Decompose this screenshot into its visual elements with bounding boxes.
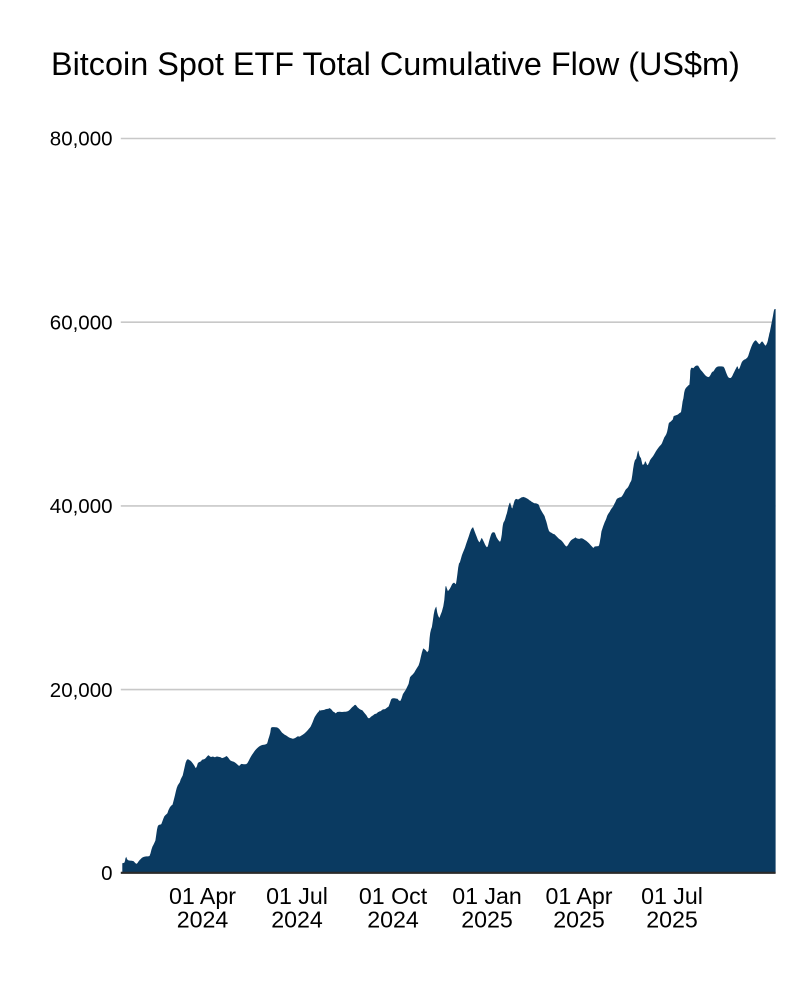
svg-text:2025: 2025 [553,906,605,932]
svg-text:01 Jul: 01 Jul [266,883,328,909]
svg-text:01 Apr: 01 Apr [169,883,236,909]
svg-text:2025: 2025 [461,906,513,932]
svg-text:20,000: 20,000 [50,679,113,702]
svg-text:0: 0 [101,862,112,885]
svg-text:Bitcoin Spot ETF Total Cumulat: Bitcoin Spot ETF Total Cumulative Flow (… [51,46,740,82]
svg-text:40,000: 40,000 [50,495,113,518]
svg-text:60,000: 60,000 [50,311,113,334]
svg-text:2024: 2024 [367,906,419,932]
svg-text:2025: 2025 [646,906,698,932]
svg-text:2024: 2024 [271,906,323,932]
svg-text:01 Jan: 01 Jan [452,883,522,909]
svg-text:2024: 2024 [177,906,229,932]
svg-text:01 Jul: 01 Jul [641,883,703,909]
svg-text:01 Apr: 01 Apr [545,883,612,909]
svg-text:01 Oct: 01 Oct [359,883,428,909]
svg-text:80,000: 80,000 [50,128,113,151]
